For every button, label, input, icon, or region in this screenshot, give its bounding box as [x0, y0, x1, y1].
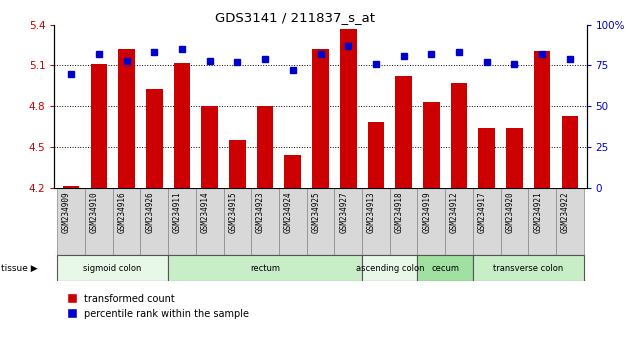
Bar	[168, 255, 362, 281]
Bar	[257, 106, 274, 188]
Text: GSM234922: GSM234922	[561, 192, 570, 233]
Bar	[562, 116, 578, 188]
Bar	[63, 186, 79, 188]
Text: GSM234920: GSM234920	[506, 192, 515, 233]
Text: GSM234919: GSM234919	[422, 192, 431, 233]
Bar	[57, 255, 168, 281]
Bar	[140, 188, 168, 255]
Bar	[118, 49, 135, 188]
Text: GSM234915: GSM234915	[228, 192, 237, 233]
Text: GSM234909: GSM234909	[62, 192, 71, 233]
Bar	[90, 64, 107, 188]
Text: GSM234912: GSM234912	[450, 192, 459, 233]
Bar	[306, 188, 335, 255]
Bar	[113, 188, 140, 255]
Text: sigmoid colon: sigmoid colon	[83, 264, 142, 273]
Bar	[367, 122, 384, 188]
Bar	[146, 88, 163, 188]
Text: rectum: rectum	[250, 264, 280, 273]
Bar	[251, 188, 279, 255]
Bar	[478, 128, 495, 188]
Bar	[57, 188, 85, 255]
Text: GDS3141 / 211837_s_at: GDS3141 / 211837_s_at	[215, 11, 375, 24]
Bar	[285, 155, 301, 188]
Bar	[445, 188, 473, 255]
Bar	[390, 188, 417, 255]
Bar	[168, 188, 196, 255]
Text: GSM234916: GSM234916	[117, 192, 126, 233]
Text: GSM234923: GSM234923	[256, 192, 265, 233]
Bar	[362, 188, 390, 255]
Text: ascending colon: ascending colon	[356, 264, 424, 273]
Legend: transformed count, percentile rank within the sample: transformed count, percentile rank withi…	[65, 290, 253, 322]
Text: GSM234921: GSM234921	[533, 192, 542, 233]
Text: GSM234911: GSM234911	[173, 192, 182, 233]
Bar	[229, 140, 246, 188]
Bar	[335, 188, 362, 255]
Bar	[201, 106, 218, 188]
Bar	[417, 188, 445, 255]
Bar	[224, 188, 251, 255]
Bar	[395, 76, 412, 188]
Text: cecum: cecum	[431, 264, 459, 273]
Text: transverse colon: transverse colon	[493, 264, 563, 273]
Bar	[196, 188, 224, 255]
Text: GSM234917: GSM234917	[478, 192, 487, 233]
Bar	[312, 49, 329, 188]
Bar	[451, 83, 467, 188]
Text: GSM234910: GSM234910	[90, 192, 99, 233]
Bar	[85, 188, 113, 255]
Bar	[423, 102, 440, 188]
Bar	[556, 188, 584, 255]
Text: GSM234926: GSM234926	[146, 192, 154, 233]
Text: GSM234925: GSM234925	[312, 192, 320, 233]
Bar	[528, 188, 556, 255]
Bar	[473, 255, 584, 281]
Bar	[501, 188, 528, 255]
Text: GSM234927: GSM234927	[339, 192, 348, 233]
Bar	[340, 29, 356, 188]
Text: GSM234914: GSM234914	[201, 192, 210, 233]
Text: GSM234913: GSM234913	[367, 192, 376, 233]
Bar	[174, 63, 190, 188]
Bar	[279, 188, 306, 255]
Bar	[506, 128, 523, 188]
Bar	[534, 51, 551, 188]
Bar	[473, 188, 501, 255]
Bar	[362, 255, 417, 281]
Text: GSM234918: GSM234918	[395, 192, 404, 233]
Text: tissue ▶: tissue ▶	[1, 264, 38, 273]
Bar	[417, 255, 473, 281]
Text: GSM234924: GSM234924	[284, 192, 293, 233]
